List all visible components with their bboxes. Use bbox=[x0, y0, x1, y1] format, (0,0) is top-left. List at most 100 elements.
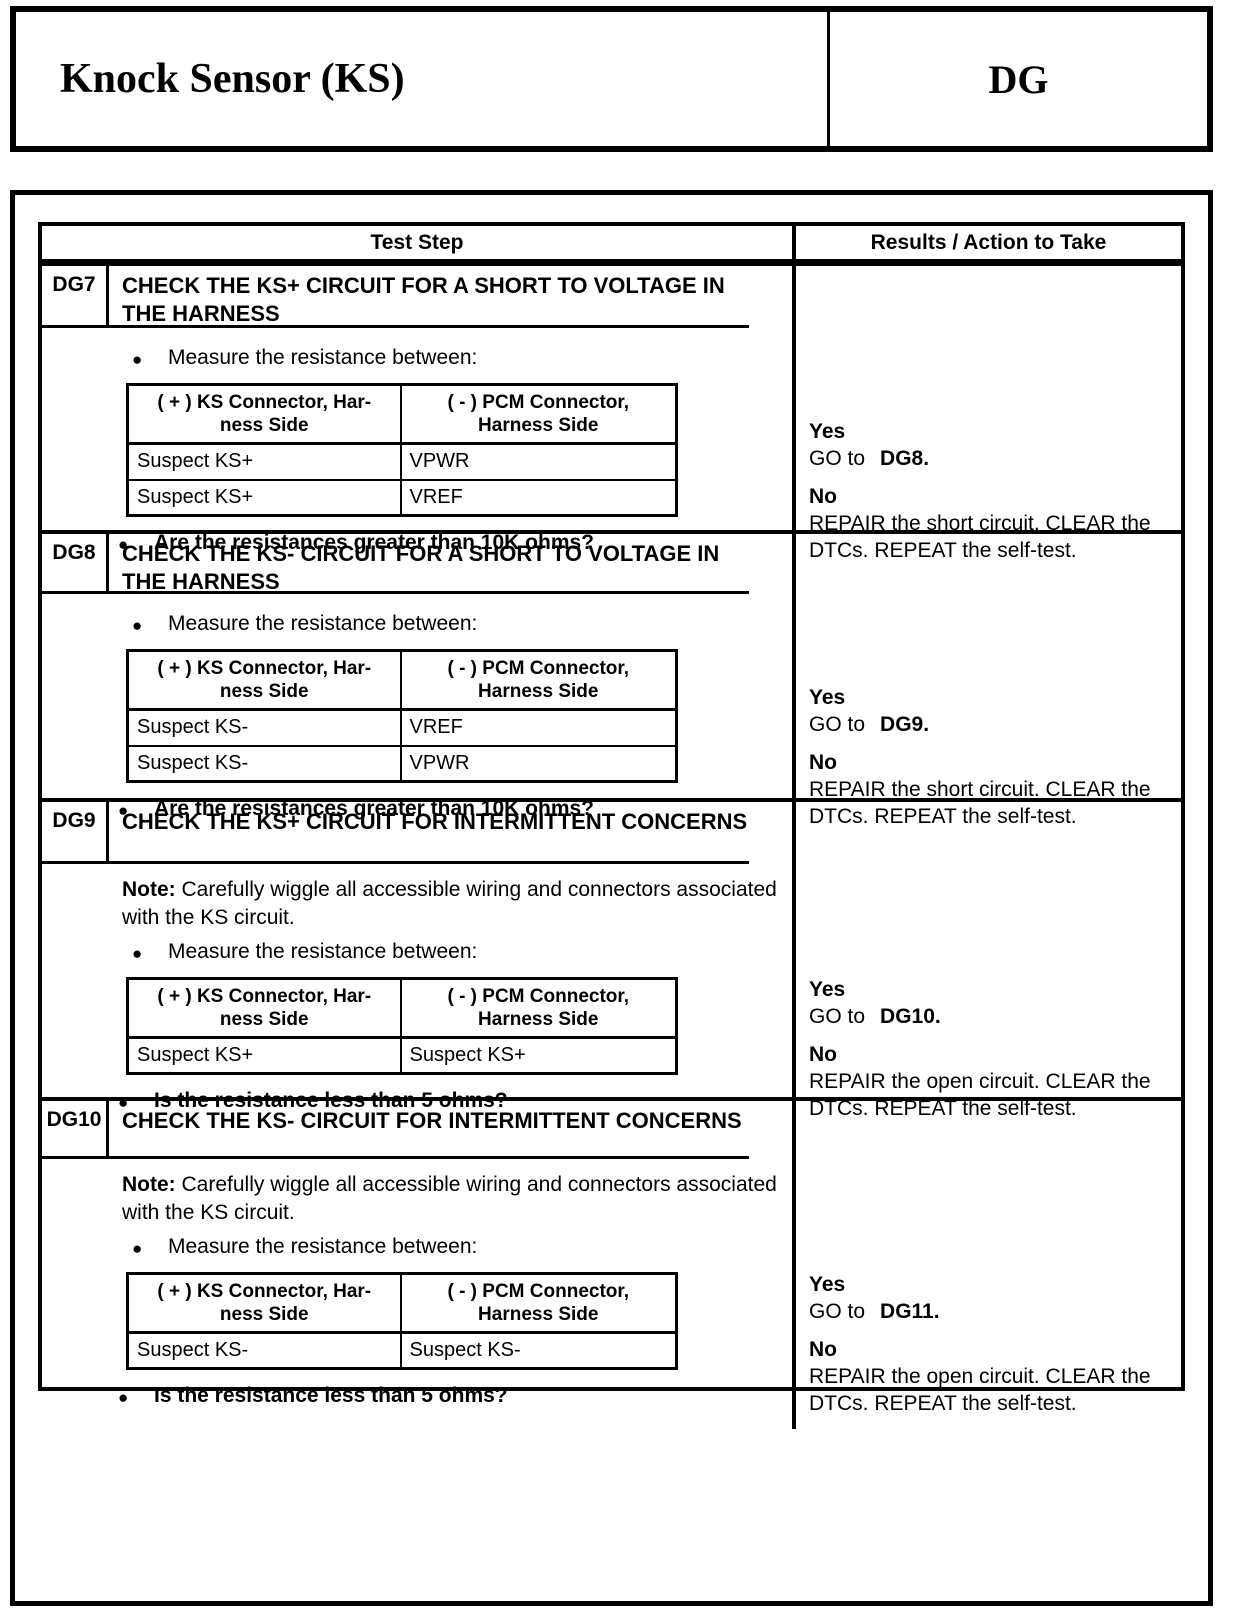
step-question: ● Is the resistance less than 5 ohms? bbox=[118, 1382, 792, 1411]
connector-col1-header: ( + ) KS Connector, Har- ness Side bbox=[126, 1272, 402, 1334]
connector-col2-header: ( - ) PCM Connector, Harness Side bbox=[399, 1272, 678, 1334]
connector-col2-header: ( - ) PCM Connector, Harness Side bbox=[399, 383, 678, 445]
table-row: Suspect KS- VPWR bbox=[126, 744, 678, 783]
page-title: Knock Sensor (KS) bbox=[60, 56, 405, 102]
connector-table-header-row: ( + ) KS Connector, Har- ness Side ( - )… bbox=[126, 977, 678, 1039]
goto-target: DG10. bbox=[880, 1005, 941, 1028]
connector-table: ( + ) KS Connector, Har- ness Side ( - )… bbox=[126, 1272, 678, 1370]
step-id: DG7 bbox=[42, 266, 109, 328]
connector-table-header-row: ( + ) KS Connector, Har- ness Side ( - )… bbox=[126, 1272, 678, 1334]
step-id: DG10 bbox=[42, 1101, 109, 1159]
connector-table: ( + ) KS Connector, Har- ness Side ( - )… bbox=[126, 383, 678, 517]
yes-label: Yes bbox=[809, 978, 846, 1001]
no-block: No REPAIR the short circuit. CLEAR the D… bbox=[809, 749, 1175, 830]
step-title: CHECK THE KS- CIRCUIT FOR A SHORT TO VOL… bbox=[109, 534, 749, 594]
step-title: CHECK THE KS- CIRCUIT FOR INTERMITTENT C… bbox=[109, 1101, 749, 1159]
table-column-header-row: Test Step Results / Action to Take bbox=[42, 226, 1181, 262]
bullet-icon: ● bbox=[132, 1239, 143, 1258]
connector-col1-header: ( + ) KS Connector, Har- ness Side bbox=[126, 649, 402, 711]
table-cell: VPWR bbox=[399, 744, 678, 783]
goto-target: DG11. bbox=[880, 1300, 940, 1323]
column-header-results: Results / Action to Take bbox=[870, 230, 1107, 254]
connector-table-header-row: ( + ) KS Connector, Har- ness Side ( - )… bbox=[126, 383, 678, 445]
section-dg9: DG9 CHECK THE KS+ CIRCUIT FOR INTERMITTE… bbox=[42, 798, 1181, 1134]
step-body: Note: Carefully wiggle all accessible wi… bbox=[42, 864, 792, 1134]
table-cell: Suspect KS+ bbox=[399, 1036, 678, 1075]
yes-label: Yes bbox=[809, 1273, 846, 1296]
no-block: No REPAIR the open circuit. CLEAR the DT… bbox=[809, 1336, 1175, 1417]
table-row: Suspect KS+ VREF bbox=[126, 478, 678, 517]
yes-action: GO to DG9. bbox=[809, 713, 930, 736]
table-cell: Suspect KS+ bbox=[126, 478, 402, 517]
connector-table: ( + ) KS Connector, Har- ness Side ( - )… bbox=[126, 977, 678, 1075]
goto-target: DG9. bbox=[880, 713, 930, 736]
section-code: DG bbox=[988, 56, 1049, 102]
table-row: Suspect KS- Suspect KS- bbox=[126, 1331, 678, 1370]
results-cell: Yes GO to DG11. No REPAIR the open circui… bbox=[792, 1101, 1181, 1429]
section-dg10: DG10 CHECK THE KS- CIRCUIT FOR INTERMITT… bbox=[42, 1097, 1181, 1429]
step-title: CHECK THE KS+ CIRCUIT FOR INTERMITTENT C… bbox=[109, 802, 749, 864]
bullet-icon: ● bbox=[132, 350, 143, 369]
no-block: No REPAIR the open circuit. CLEAR the DT… bbox=[809, 1041, 1175, 1122]
connector-col2-header: ( - ) PCM Connector, Harness Side bbox=[399, 977, 678, 1039]
bullet-icon: ● bbox=[132, 944, 143, 963]
step-question: ● Is the resistance less than 5 ohms? bbox=[118, 1087, 792, 1116]
step-title: CHECK THE KS+ CIRCUIT FOR A SHORT TO VOL… bbox=[109, 266, 749, 328]
step-note: Note: Carefully wiggle all accessible wi… bbox=[122, 1173, 777, 1224]
page-header-box: Knock Sensor (KS) DG bbox=[10, 6, 1213, 152]
table-cell: VREF bbox=[399, 478, 678, 517]
measure-instruction: ● Measure the resistance between: bbox=[132, 610, 792, 639]
connector-col2-header: ( - ) PCM Connector, Harness Side bbox=[399, 649, 678, 711]
column-header-test-step: Test Step bbox=[42, 226, 796, 259]
results-cell: Yes GO to DG10. No REPAIR the open circui… bbox=[792, 802, 1181, 1134]
step-id: DG8 bbox=[42, 534, 109, 594]
table-cell: Suspect KS- bbox=[399, 1331, 678, 1370]
yes-action: GO to DG11. bbox=[809, 1300, 940, 1323]
table-cell: Suspect KS- bbox=[126, 708, 402, 747]
main-content-box: Test Step Results / Action to Take DG7 C… bbox=[10, 190, 1213, 1606]
yes-label: Yes bbox=[809, 420, 846, 443]
table-row: Suspect KS- VREF bbox=[126, 708, 678, 747]
bullet-icon: ● bbox=[118, 801, 129, 820]
step-body: ● Measure the resistance between: ( + ) … bbox=[42, 328, 792, 576]
no-label: No bbox=[809, 1338, 837, 1361]
results-cell: Yes GO to DG8. No REPAIR the short circui… bbox=[792, 266, 1181, 576]
no-action: REPAIR the short circuit. CLEAR the DTCs… bbox=[809, 512, 1151, 562]
measure-instruction: ● Measure the resistance between: bbox=[132, 344, 792, 373]
step-question: ● Are the resistances greater than 10K o… bbox=[118, 795, 792, 824]
step-id: DG9 bbox=[42, 802, 109, 864]
connector-table: ( + ) KS Connector, Har- ness Side ( - )… bbox=[126, 649, 678, 783]
results-cell: Yes GO to DG9. No REPAIR the short circui… bbox=[792, 534, 1181, 842]
no-block: No REPAIR the short circuit. CLEAR the D… bbox=[809, 483, 1175, 564]
note-label: Note: bbox=[122, 878, 176, 901]
table-cell: Suspect KS- bbox=[126, 1331, 402, 1370]
step-note: Note: Carefully wiggle all accessible wi… bbox=[122, 878, 777, 929]
no-action: REPAIR the open circuit. CLEAR the DTCs.… bbox=[809, 1070, 1151, 1120]
bullet-icon: ● bbox=[118, 1388, 129, 1407]
table-cell: VPWR bbox=[399, 442, 678, 481]
step-body: Note: Carefully wiggle all accessible wi… bbox=[42, 1159, 792, 1429]
yes-action: GO to DG8. bbox=[809, 447, 930, 470]
table-cell: Suspect KS- bbox=[126, 744, 402, 783]
step-question: ● Are the resistances greater than 10K o… bbox=[118, 529, 792, 558]
table-row: Suspect KS+ Suspect KS+ bbox=[126, 1036, 678, 1075]
yes-action: GO to DG10. bbox=[809, 1005, 941, 1028]
bullet-icon: ● bbox=[118, 535, 129, 554]
measure-instruction: ● Measure the resistance between: bbox=[132, 938, 792, 967]
no-label: No bbox=[809, 485, 837, 508]
connector-table-header-row: ( + ) KS Connector, Har- ness Side ( - )… bbox=[126, 649, 678, 711]
connector-col1-header: ( + ) KS Connector, Har- ness Side bbox=[126, 383, 402, 445]
header-title-cell: Knock Sensor (KS) bbox=[16, 12, 830, 146]
table-row: Suspect KS+ VPWR bbox=[126, 442, 678, 481]
connector-col1-header: ( + ) KS Connector, Har- ness Side bbox=[126, 977, 402, 1039]
note-label: Note: bbox=[122, 1173, 176, 1196]
measure-instruction: ● Measure the resistance between: bbox=[132, 1233, 792, 1262]
diagnostic-table: Test Step Results / Action to Take DG7 C… bbox=[38, 222, 1185, 1429]
step-body: ● Measure the resistance between: ( + ) … bbox=[42, 594, 792, 842]
yes-label: Yes bbox=[809, 686, 846, 709]
no-label: No bbox=[809, 751, 837, 774]
table-cell: Suspect KS+ bbox=[126, 442, 402, 481]
no-action: REPAIR the open circuit. CLEAR the DTCs.… bbox=[809, 1365, 1151, 1415]
bullet-icon: ● bbox=[118, 1093, 129, 1112]
